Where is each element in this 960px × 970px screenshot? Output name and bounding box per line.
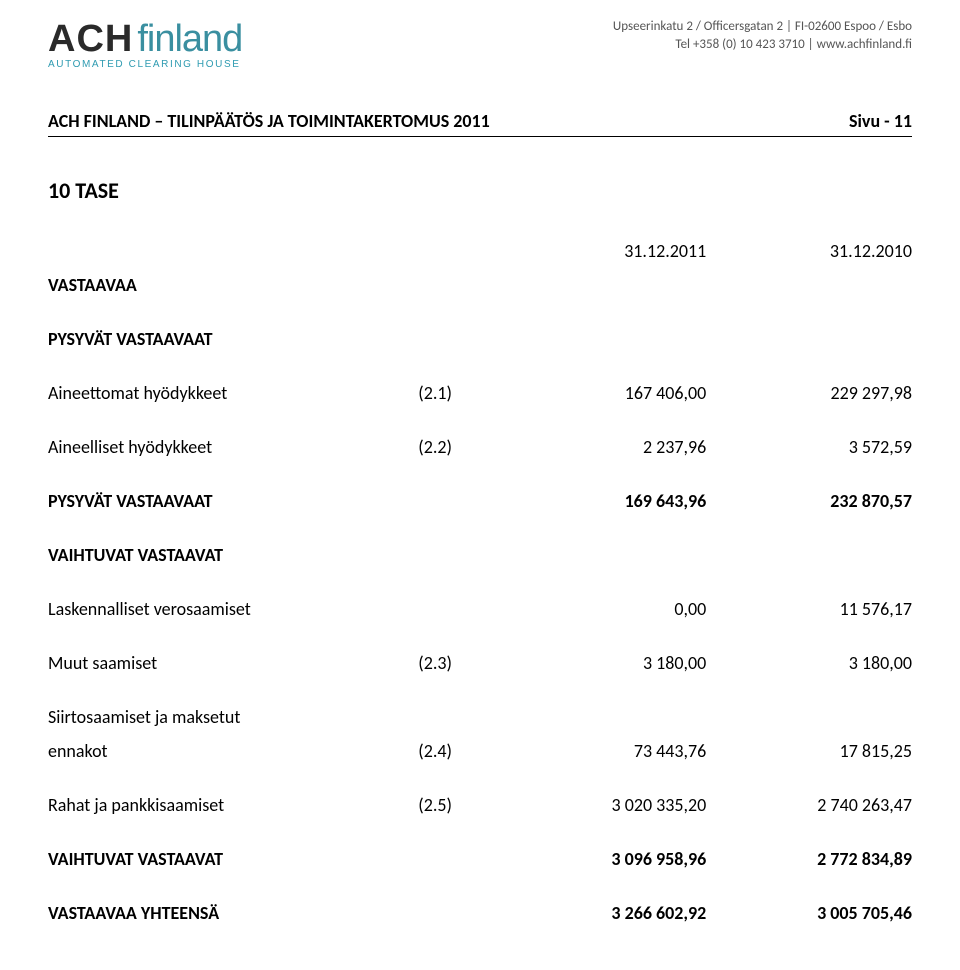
cell-v1: 169 643,96 (501, 484, 707, 518)
cell-v2: 232 870,57 (706, 484, 912, 518)
row-vastaavaa: VASTAAVAA (48, 268, 912, 302)
logo-block: ACH finland AUTOMATED CLEARING HOUSE (48, 18, 242, 70)
row-laskennalliset: Laskennalliset verosaamiset 0,00 11 576,… (48, 592, 912, 626)
cell-v2: 229 297,98 (706, 376, 912, 410)
cell-label: Aineelliset hyödykkeet (48, 430, 418, 464)
cell-note: (2.2) (418, 430, 500, 464)
cell-note: (2.1) (418, 376, 500, 410)
row-siirto-line1: Siirtosaamiset ja maksetut (48, 700, 912, 734)
logo-ach: ACH (48, 18, 133, 61)
cell-v1: 3 266 602,92 (501, 896, 707, 930)
col-header-1: 31.12.2011 (501, 234, 707, 268)
cell-v2: 2 772 834,89 (706, 842, 912, 876)
cell-v2: 3 180,00 (706, 646, 912, 680)
cell-label: Muut saamiset (48, 646, 418, 680)
cell-v2: 3 572,59 (706, 430, 912, 464)
cell-note: (2.4) (418, 734, 500, 768)
contact-line-2: Tel +358 (0) 10 423 3710 | www.achfinlan… (613, 36, 912, 54)
table-header-row: 31.12.2011 31.12.2010 (48, 234, 912, 268)
cell-label: ennakot (48, 734, 418, 768)
logo-row: ACH finland (48, 18, 242, 61)
row-aineettomat: Aineettomat hyödykkeet (2.1) 167 406,00 … (48, 376, 912, 410)
row-rahat: Rahat ja pankkisaamiset (2.5) 3 020 335,… (48, 788, 912, 822)
cell-v2: 17 815,25 (706, 734, 912, 768)
cell-v1: 3 180,00 (501, 646, 707, 680)
cell-v1: 3 020 335,20 (501, 788, 707, 822)
cell-v1: 167 406,00 (501, 376, 707, 410)
logo-subtitle: AUTOMATED CLEARING HOUSE (48, 59, 242, 70)
cell-v1: 0,00 (501, 592, 707, 626)
row-vaihtuvat-heading: VAIHTUVAT VASTAAVAT (48, 538, 912, 572)
row-pysyvat-heading: PYSYVÄT VASTAAVAAT (48, 322, 912, 356)
title-bar: ACH FINLAND – TILINPÄÄTÖS JA TOIMINTAKER… (48, 110, 912, 137)
cell-empty (48, 234, 418, 268)
contact-line-1: Upseerinkatu 2 / Officersgatan 2 | FI-02… (613, 18, 912, 36)
row-vastaavaa-sum: VASTAAVAA YHTEENSÄ 3 266 602,92 3 005 70… (48, 896, 912, 930)
row-pysyvat-sum: PYSYVÄT VASTAAVAAT 169 643,96 232 870,57 (48, 484, 912, 518)
cell-label: VASTAAVAA (48, 268, 418, 302)
cell-note: (2.3) (418, 646, 500, 680)
cell-label: VAIHTUVAT VASTAAVAT (48, 538, 418, 572)
cell-v1: 2 237,96 (501, 430, 707, 464)
cell-label: PYSYVÄT VASTAAVAAT (48, 484, 418, 518)
cell-v2: 2 740 263,47 (706, 788, 912, 822)
cell-label: Rahat ja pankkisaamiset (48, 788, 418, 822)
contact-block: Upseerinkatu 2 / Officersgatan 2 | FI-02… (613, 18, 912, 53)
page-root: ACH finland AUTOMATED CLEARING HOUSE Ups… (0, 0, 960, 970)
cell-v1: 73 443,76 (501, 734, 707, 768)
title-left: ACH FINLAND – TILINPÄÄTÖS JA TOIMINTAKER… (48, 110, 490, 132)
page-header: ACH finland AUTOMATED CLEARING HOUSE Ups… (48, 18, 912, 70)
cell-label: PYSYVÄT VASTAAVAAT (48, 322, 418, 356)
row-aineelliset: Aineelliset hyödykkeet (2.2) 2 237,96 3 … (48, 430, 912, 464)
cell-v2: 11 576,17 (706, 592, 912, 626)
row-siirto: ennakot (2.4) 73 443,76 17 815,25 (48, 734, 912, 768)
balance-table: 31.12.2011 31.12.2010 VASTAAVAA PYSYVÄT … (48, 234, 912, 930)
cell-v1: 3 096 958,96 (501, 842, 707, 876)
cell-label: VAIHTUVAT VASTAAVAT (48, 842, 418, 876)
cell-label: Laskennalliset verosaamiset (48, 592, 418, 626)
cell-label: Aineettomat hyödykkeet (48, 376, 418, 410)
cell-empty (418, 234, 500, 268)
title-right: Sivu - 11 (849, 110, 912, 132)
cell-label: Siirtosaamiset ja maksetut (48, 700, 418, 734)
logo-finland: finland (137, 18, 242, 61)
cell-label: VASTAAVAA YHTEENSÄ (48, 896, 418, 930)
cell-note: (2.5) (418, 788, 500, 822)
row-vaihtuvat-sum: VAIHTUVAT VASTAAVAT 3 096 958,96 2 772 8… (48, 842, 912, 876)
cell-v2: 3 005 705,46 (706, 896, 912, 930)
section-heading: 10 TASE (48, 177, 912, 204)
col-header-2: 31.12.2010 (706, 234, 912, 268)
row-muut: Muut saamiset (2.3) 3 180,00 3 180,00 (48, 646, 912, 680)
